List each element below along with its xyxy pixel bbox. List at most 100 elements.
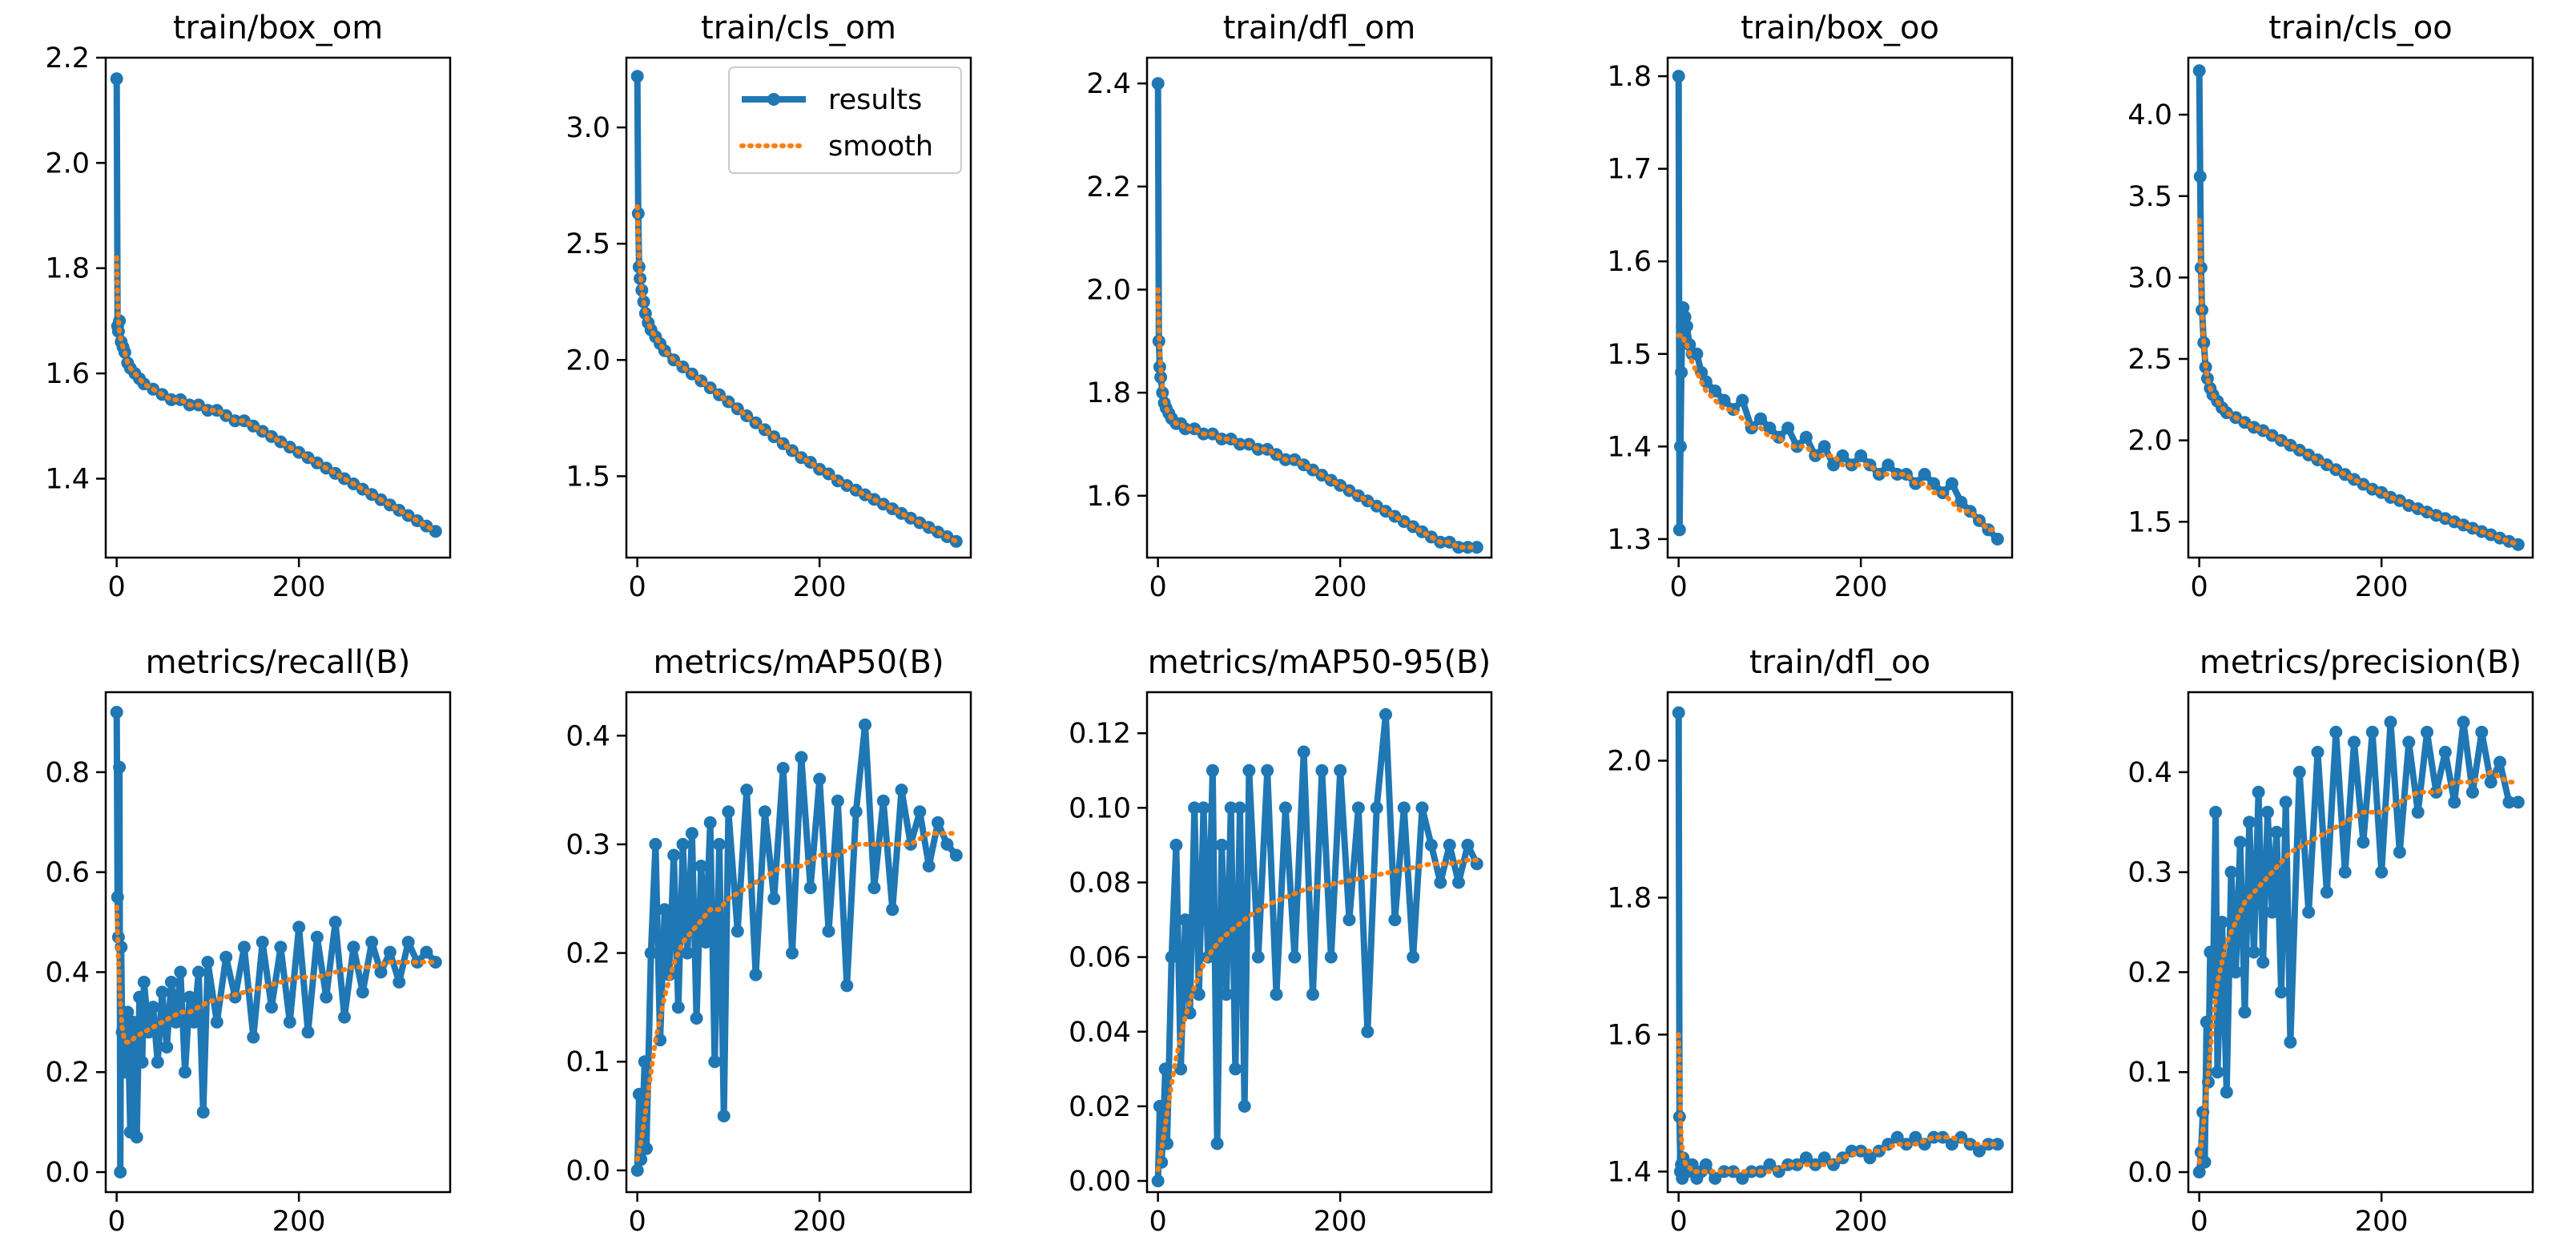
data-point bbox=[895, 784, 908, 797]
data-point bbox=[699, 936, 712, 949]
data-point bbox=[822, 925, 835, 938]
data-point bbox=[2193, 170, 2207, 183]
data-point bbox=[247, 1030, 260, 1044]
y-tick-label: 2.0 bbox=[566, 344, 610, 377]
axes-frame bbox=[625, 691, 972, 1194]
panel-plot-area bbox=[2192, 64, 2525, 551]
data-point bbox=[2275, 985, 2288, 999]
panel-plot-area bbox=[1151, 77, 1483, 554]
axes-frame bbox=[104, 691, 452, 1194]
data-point bbox=[356, 985, 369, 999]
data-point bbox=[1790, 440, 1804, 453]
panel-plot-area bbox=[1672, 706, 2004, 1185]
data-point bbox=[1680, 320, 1693, 333]
data-point bbox=[1151, 77, 1165, 91]
y-tick-label: 2.5 bbox=[2127, 344, 2172, 376]
data-point bbox=[265, 1001, 278, 1014]
axes-frame bbox=[1666, 691, 2014, 1194]
series-smooth-line bbox=[1155, 287, 1479, 550]
y-tick-label: 3.0 bbox=[2127, 262, 2172, 294]
data-point bbox=[1452, 876, 1465, 889]
x-tick-label: 0 bbox=[2191, 1206, 2208, 1238]
data-point bbox=[1379, 707, 1392, 721]
axes-frame bbox=[1666, 56, 2014, 559]
series-smooth-line bbox=[2196, 218, 2521, 547]
panel-title: metrics/mAP50(B) bbox=[653, 644, 944, 681]
data-point bbox=[137, 975, 151, 989]
y-tick-label: 0.4 bbox=[566, 720, 610, 752]
data-point bbox=[1717, 393, 1731, 407]
x-tick-label: 0 bbox=[629, 571, 646, 603]
data-point bbox=[196, 1106, 210, 1119]
panel-2: train/cls_om 0 200 1.5 2.0 2.5 3.0 results smoot… bbox=[566, 10, 972, 603]
data-point bbox=[795, 751, 808, 764]
data-point bbox=[685, 827, 698, 840]
data-point bbox=[1229, 1062, 1242, 1076]
data-point bbox=[1261, 763, 1274, 777]
data-point bbox=[1224, 801, 1238, 815]
data-point bbox=[429, 956, 442, 969]
data-point bbox=[2238, 1005, 2252, 1019]
panel-plot-area bbox=[630, 70, 963, 548]
data-point bbox=[2209, 805, 2223, 819]
y-tick-label: 1.4 bbox=[1607, 1156, 1652, 1188]
data-point bbox=[708, 1055, 722, 1069]
y-tick-label: 2.4 bbox=[1086, 68, 1131, 100]
panel-8: metrics/mAP50-95(B) 0 200 0.00 0.02 0.04 0.06 0… bbox=[1069, 644, 1493, 1238]
y-tick-label: 0.0 bbox=[45, 1157, 90, 1189]
data-point bbox=[2220, 1086, 2233, 1099]
data-point bbox=[420, 945, 433, 959]
panel-title: metrics/mAP50-95(B) bbox=[1148, 644, 1491, 681]
data-point bbox=[2493, 755, 2506, 769]
panel-title: train/cls_om bbox=[701, 10, 896, 46]
x-tick-label: 200 bbox=[1314, 571, 1367, 603]
y-tick-label: 0.4 bbox=[2127, 757, 2172, 789]
data-point bbox=[127, 1015, 140, 1029]
data-point bbox=[1863, 1151, 1877, 1165]
data-point bbox=[1443, 838, 1456, 852]
data-point bbox=[644, 946, 658, 960]
y-tick-label: 1.4 bbox=[1607, 431, 1652, 463]
data-point bbox=[2233, 836, 2247, 849]
data-point bbox=[2329, 725, 2343, 739]
legend: results smooth bbox=[728, 66, 962, 174]
y-tick-label: 2.2 bbox=[1086, 171, 1131, 203]
data-point bbox=[1726, 1165, 1740, 1178]
data-point bbox=[121, 1005, 135, 1019]
data-point bbox=[2311, 745, 2324, 759]
data-point bbox=[2421, 725, 2433, 739]
data-point bbox=[147, 1001, 160, 1014]
data-point bbox=[690, 1012, 703, 1025]
x-tick-label: 0 bbox=[108, 571, 126, 603]
y-tick-label: 0.02 bbox=[1069, 1091, 1131, 1123]
y-tick-label: 0.10 bbox=[1069, 792, 1131, 824]
data-point bbox=[630, 1163, 644, 1177]
data-point bbox=[813, 772, 827, 786]
data-point bbox=[283, 1015, 296, 1029]
data-point bbox=[237, 941, 251, 954]
y-tick-label: 2.0 bbox=[2127, 425, 2172, 457]
data-point bbox=[183, 990, 196, 1004]
data-point bbox=[840, 979, 854, 993]
axes-frame bbox=[1145, 56, 1493, 559]
data-point bbox=[256, 936, 269, 949]
panel-title: train/dfl_om bbox=[1223, 10, 1416, 46]
data-point bbox=[338, 1010, 351, 1024]
data-point bbox=[347, 941, 360, 954]
axes-frame bbox=[625, 56, 972, 559]
panel-6: metrics/recall(B) 0 200 0.0 0.2 0.4 0.6 0.8 bbox=[45, 644, 452, 1238]
x-tick-label: 200 bbox=[1314, 1206, 1367, 1238]
data-point bbox=[301, 1025, 315, 1039]
data-point bbox=[1945, 1138, 1958, 1151]
data-point bbox=[731, 925, 744, 938]
panel-9: train/dfl_oo 0 200 1.4 1.6 1.8 2.0 bbox=[1607, 644, 2014, 1238]
data-point bbox=[758, 805, 771, 819]
y-tick-label: 0.6 bbox=[45, 857, 90, 889]
data-point bbox=[1736, 393, 1749, 407]
panel-3: train/dfl_om 0 200 1.6 1.8 2.0 2.2 2.4 bbox=[1086, 10, 1493, 603]
data-point bbox=[630, 70, 644, 83]
data-point bbox=[1351, 801, 1365, 815]
data-point bbox=[1717, 1165, 1731, 1178]
data-point bbox=[2475, 725, 2489, 739]
